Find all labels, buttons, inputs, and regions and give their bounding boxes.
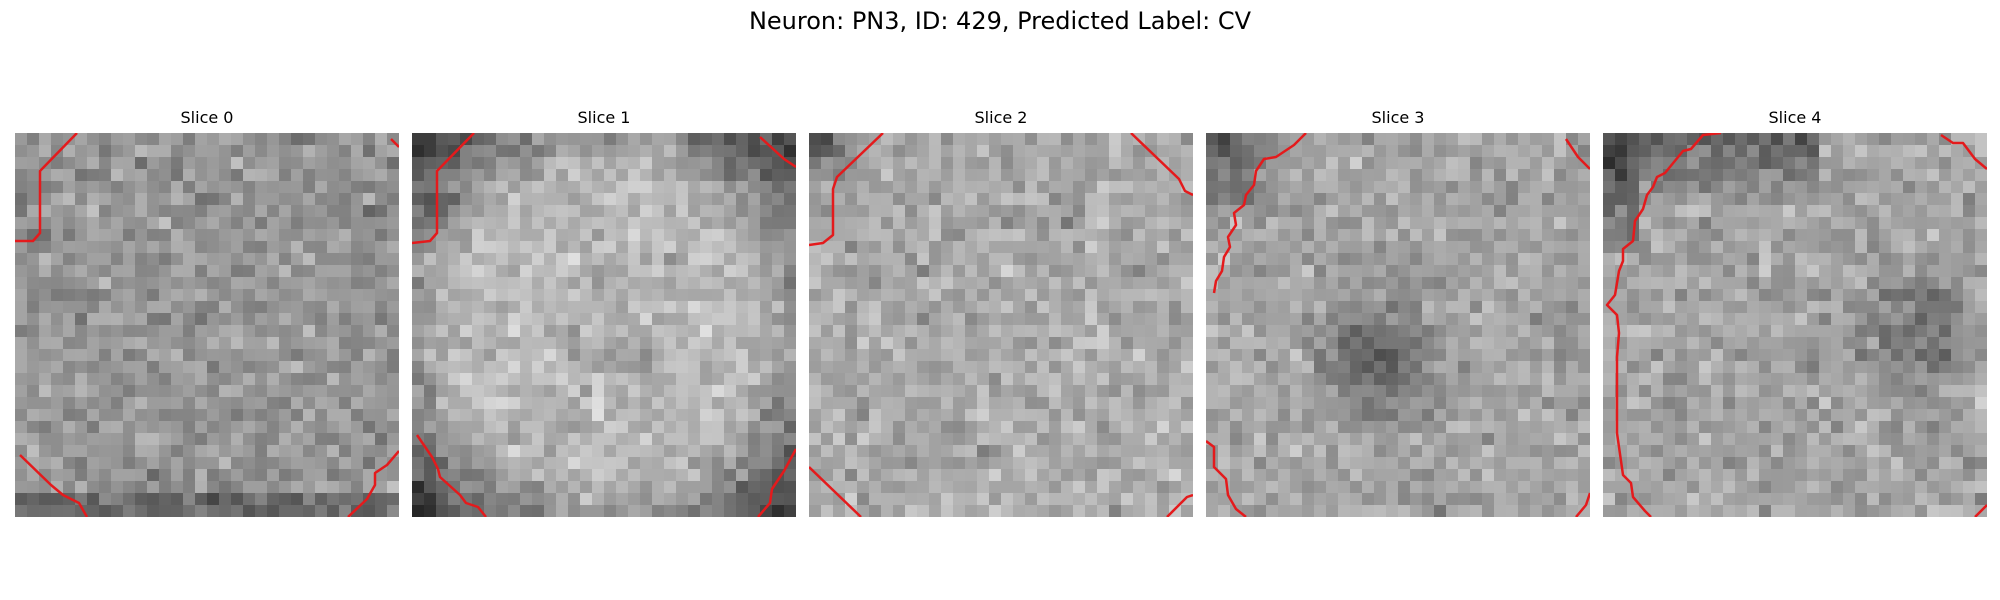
slice-image-2 bbox=[809, 133, 1193, 517]
slice-title-1: Slice 1 bbox=[577, 108, 631, 127]
slice-svg-2 bbox=[809, 133, 1193, 517]
contour-line-0 bbox=[1212, 133, 1307, 294]
pixel-grid bbox=[15, 133, 399, 517]
contour-line-2 bbox=[19, 454, 89, 517]
contour-line-2 bbox=[1974, 504, 1987, 517]
pixel-grid bbox=[1603, 133, 1987, 517]
contour-line-2 bbox=[1206, 440, 1247, 517]
slice-image-1 bbox=[412, 133, 796, 517]
slice-image-3 bbox=[1206, 133, 1590, 517]
contour-line-1 bbox=[390, 138, 399, 148]
pixel-grid bbox=[1206, 133, 1590, 517]
slice-image-0 bbox=[15, 133, 399, 517]
contour-line-3 bbox=[1575, 492, 1590, 517]
contour-lines bbox=[1605, 133, 1987, 517]
figure-title: Neuron: PN3, ID: 429, Predicted Label: C… bbox=[748, 7, 1252, 35]
slice-svg-0 bbox=[15, 133, 399, 517]
pixel-grid bbox=[809, 133, 1193, 517]
slice-title-3: Slice 3 bbox=[1371, 108, 1425, 127]
slice-svg-4 bbox=[1603, 133, 1987, 517]
slice-image-4 bbox=[1603, 133, 1987, 517]
slice-svg-1 bbox=[412, 133, 796, 517]
contour-line-1 bbox=[1564, 138, 1590, 170]
contour-line-0 bbox=[1605, 133, 1722, 517]
contour-line-1 bbox=[1130, 133, 1193, 197]
contour-lines bbox=[15, 133, 399, 517]
slice-title-4: Slice 4 bbox=[1768, 108, 1822, 127]
contour-line-2 bbox=[415, 434, 487, 517]
contour-line-1 bbox=[1940, 133, 1987, 170]
contour-line-2 bbox=[809, 466, 862, 517]
contour-lines bbox=[1206, 133, 1590, 517]
contour-line-0 bbox=[15, 133, 78, 243]
contour-line-1 bbox=[759, 136, 796, 169]
contour-line-0 bbox=[809, 133, 884, 247]
contour-line-3 bbox=[1166, 493, 1193, 517]
contour-line-0 bbox=[412, 133, 475, 245]
contour-line-3 bbox=[347, 450, 399, 517]
contour-lines bbox=[412, 133, 796, 517]
contour-line-3 bbox=[757, 448, 796, 517]
slice-title-2: Slice 2 bbox=[974, 108, 1028, 127]
slice-title-0: Slice 0 bbox=[180, 108, 234, 127]
slice-svg-3 bbox=[1206, 133, 1590, 517]
contour-lines bbox=[809, 133, 1193, 517]
pixel-grid bbox=[412, 133, 796, 517]
